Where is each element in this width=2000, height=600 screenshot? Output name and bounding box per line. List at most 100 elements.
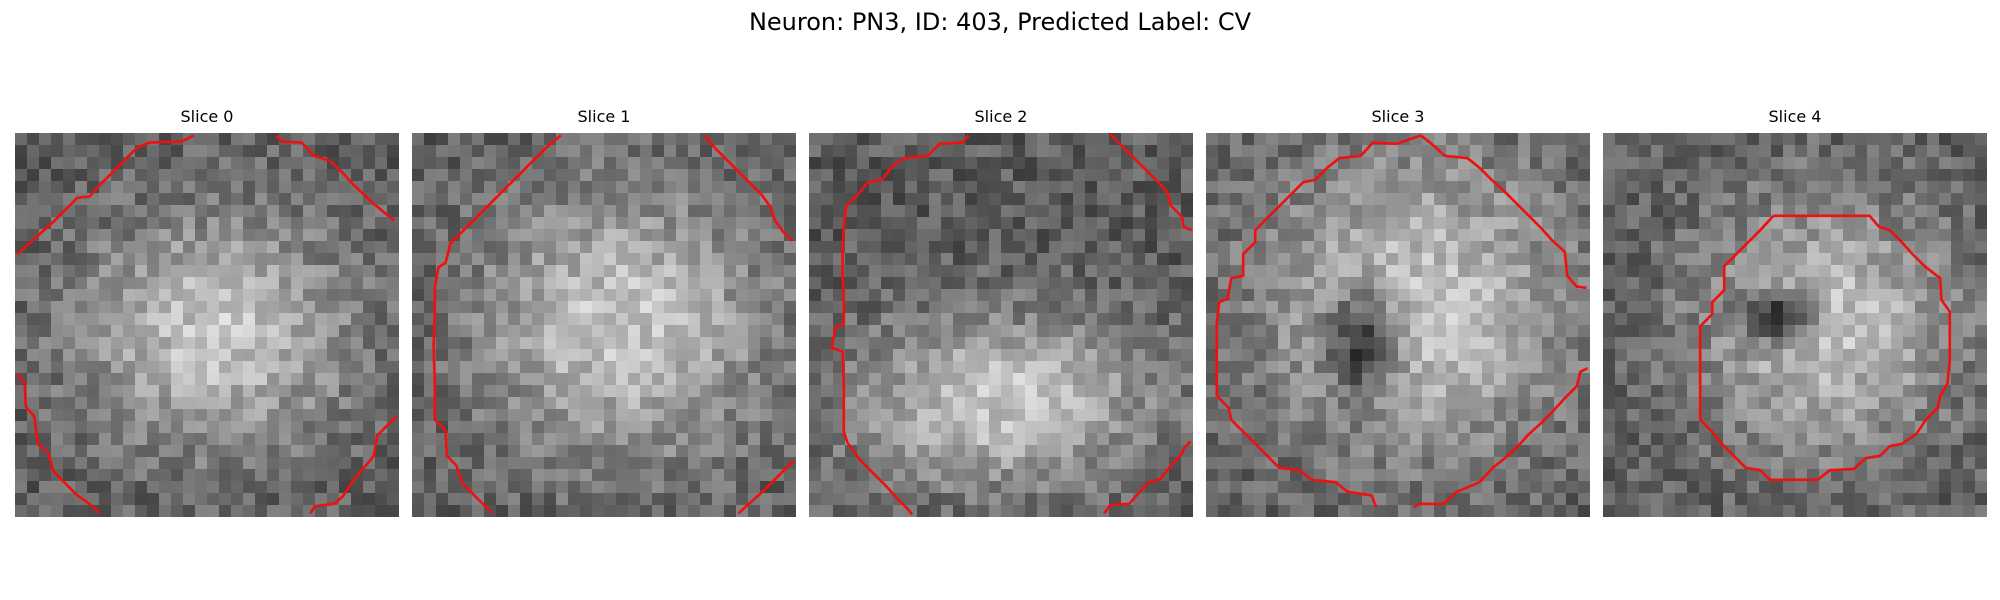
- pixel: [1675, 241, 1688, 254]
- pixel: [1109, 505, 1122, 517]
- pixel: [1037, 493, 1050, 506]
- pixel: [616, 157, 629, 170]
- pixel: [688, 253, 701, 266]
- pixel: [1879, 301, 1892, 314]
- pixel: [1145, 277, 1158, 290]
- pixel: [75, 217, 88, 230]
- pixel: [508, 241, 521, 254]
- pixel: [363, 397, 376, 410]
- pixel: [195, 289, 208, 302]
- pixel: [1578, 145, 1590, 158]
- pixel: [243, 385, 256, 398]
- pixel: [929, 301, 942, 314]
- pixel: [568, 385, 581, 398]
- pixel: [219, 397, 232, 410]
- pixel: [556, 385, 569, 398]
- pixel: [1687, 433, 1700, 446]
- pixel: [893, 349, 906, 362]
- pixel: [556, 433, 569, 446]
- pixel: [977, 493, 990, 506]
- pixel: [1867, 289, 1880, 302]
- pixel: [1386, 157, 1399, 170]
- pixel: [327, 253, 340, 266]
- pixel: [1627, 253, 1640, 266]
- pixel: [183, 349, 196, 362]
- pixel: [1181, 289, 1193, 302]
- pixel: [881, 361, 894, 374]
- pixel: [580, 505, 593, 517]
- pixel: [219, 421, 232, 434]
- pixel: [387, 445, 399, 458]
- pixel: [784, 241, 796, 254]
- pixel: [496, 325, 509, 338]
- pixel: [147, 409, 160, 422]
- pixel: [712, 361, 725, 374]
- pixel: [640, 433, 653, 446]
- pixel: [784, 277, 796, 290]
- pixel: [231, 385, 244, 398]
- pixel: [508, 217, 521, 230]
- pixel: [857, 205, 870, 218]
- pixel: [375, 133, 388, 146]
- pixel: [1133, 301, 1146, 314]
- pixel: [953, 145, 966, 158]
- pixel: [616, 385, 629, 398]
- pixel: [375, 337, 388, 350]
- pixel: [616, 205, 629, 218]
- pixel: [568, 481, 581, 494]
- pixel: [291, 265, 304, 278]
- pixel: [1482, 133, 1495, 146]
- pixel: [1422, 457, 1435, 470]
- pixel: [1927, 337, 1940, 350]
- pixel: [1374, 217, 1387, 230]
- pixel: [39, 169, 52, 182]
- pixel: [183, 433, 196, 446]
- pixel: [616, 337, 629, 350]
- pixel: [1554, 337, 1567, 350]
- pixel: [1723, 169, 1736, 182]
- pixel: [568, 397, 581, 410]
- pixel: [1386, 421, 1399, 434]
- pixel: [1230, 373, 1243, 386]
- pixel: [27, 301, 40, 314]
- pixel: [724, 265, 737, 278]
- pixel: [327, 217, 340, 230]
- pixel: [760, 505, 773, 517]
- pixel: [135, 265, 148, 278]
- pixel: [1518, 169, 1531, 182]
- pixel: [616, 181, 629, 194]
- pixel: [255, 217, 268, 230]
- pixel: [1410, 205, 1423, 218]
- pixel: [484, 265, 497, 278]
- pixel: [243, 337, 256, 350]
- pixel: [1254, 193, 1267, 206]
- pixel: [568, 457, 581, 470]
- pixel: [51, 445, 64, 458]
- pixel: [135, 133, 148, 146]
- pixel: [123, 505, 136, 517]
- pixel: [1542, 181, 1555, 194]
- pixel: [1506, 421, 1519, 434]
- pixel: [869, 169, 882, 182]
- pixel: [135, 349, 148, 362]
- contour-line: [309, 415, 398, 515]
- pixel: [508, 373, 521, 386]
- pixel: [1627, 361, 1640, 374]
- pixel: [616, 397, 629, 410]
- pixel: [676, 325, 689, 338]
- pixel: [207, 229, 220, 242]
- pixel: [1506, 277, 1519, 290]
- pixel: [1398, 361, 1411, 374]
- pixel: [1867, 421, 1880, 434]
- pixel: [1085, 457, 1098, 470]
- pixel: [929, 409, 942, 422]
- pixel: [1061, 217, 1074, 230]
- pixel: [821, 205, 834, 218]
- pixel: [1230, 193, 1243, 206]
- pixel: [1085, 265, 1098, 278]
- pixel: [1446, 205, 1459, 218]
- pixel: [857, 469, 870, 482]
- pixel: [1362, 145, 1375, 158]
- pixel: [1350, 217, 1363, 230]
- pixel: [111, 313, 124, 326]
